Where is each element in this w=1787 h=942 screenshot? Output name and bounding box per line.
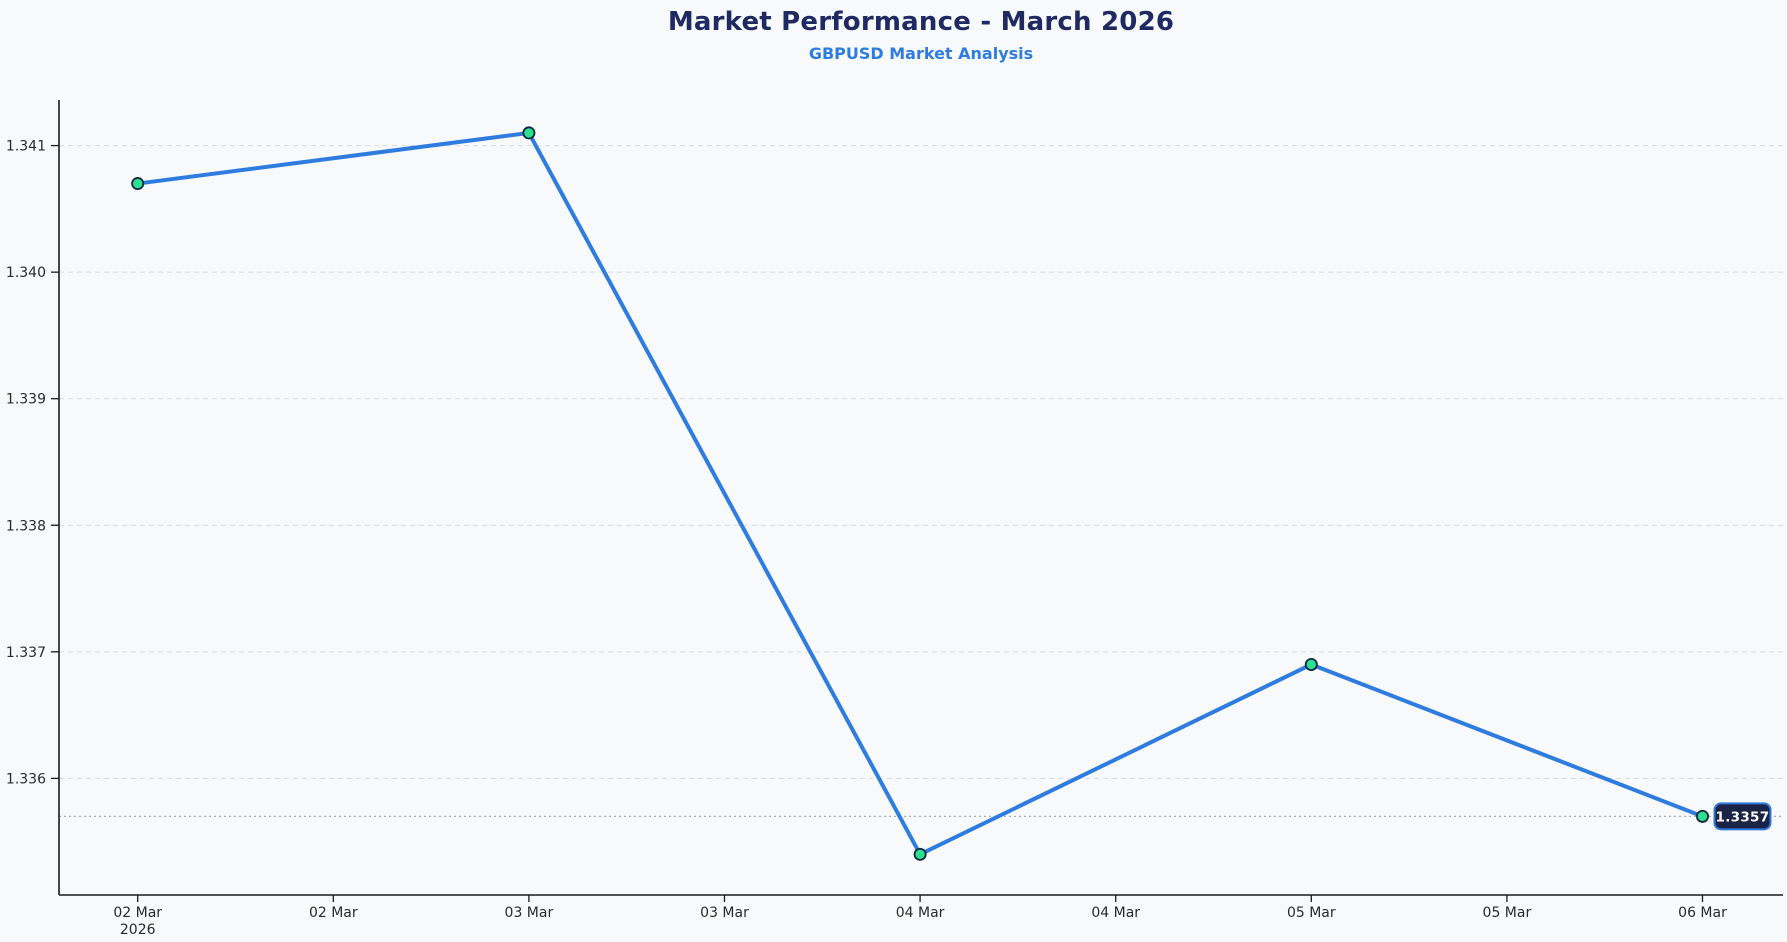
data-point-marker xyxy=(1304,657,1318,671)
data-point-marker xyxy=(522,126,536,140)
x-tick-label: 05 Mar xyxy=(1483,905,1532,921)
x-tick-label: 02 Mar xyxy=(309,905,358,921)
y-tick-label: 1.340 xyxy=(6,265,46,281)
y-tick-label: 1.341 xyxy=(6,139,46,155)
data-point-marker xyxy=(131,177,145,191)
y-gridlines xyxy=(59,145,1783,779)
data-point-markers xyxy=(131,126,1710,861)
last-price-badge-label: 1.3357 xyxy=(1716,809,1770,825)
x-axis-ticks xyxy=(137,895,1704,902)
y-axis-labels: 1.336 1.337 1.338 1.339 1.340 1.341 xyxy=(6,139,46,788)
x-tick-label: 06 Mar xyxy=(1678,905,1727,921)
y-tick-label: 1.339 xyxy=(6,392,46,408)
last-price-badge: 1.3357 xyxy=(1713,802,1772,831)
y-tick-label: 1.337 xyxy=(6,645,46,661)
price-line-series xyxy=(135,130,1705,857)
y-tick-label: 1.336 xyxy=(6,771,46,787)
data-point-marker xyxy=(913,847,927,861)
x-tick-label: 03 Mar xyxy=(505,905,554,921)
x-tick-label: 04 Mar xyxy=(896,905,945,921)
y-tick-label: 1.338 xyxy=(6,518,46,534)
data-point-marker xyxy=(1696,809,1710,823)
x-tick-label: 2026 xyxy=(120,922,156,938)
x-tick-label: 04 Mar xyxy=(1091,905,1140,921)
axis-spines xyxy=(58,100,1783,896)
y-axis-ticks xyxy=(51,144,59,780)
x-tick-label: 05 Mar xyxy=(1287,905,1336,921)
x-tick-label: 03 Mar xyxy=(700,905,749,921)
x-tick-label: 02 Mar xyxy=(113,905,162,921)
